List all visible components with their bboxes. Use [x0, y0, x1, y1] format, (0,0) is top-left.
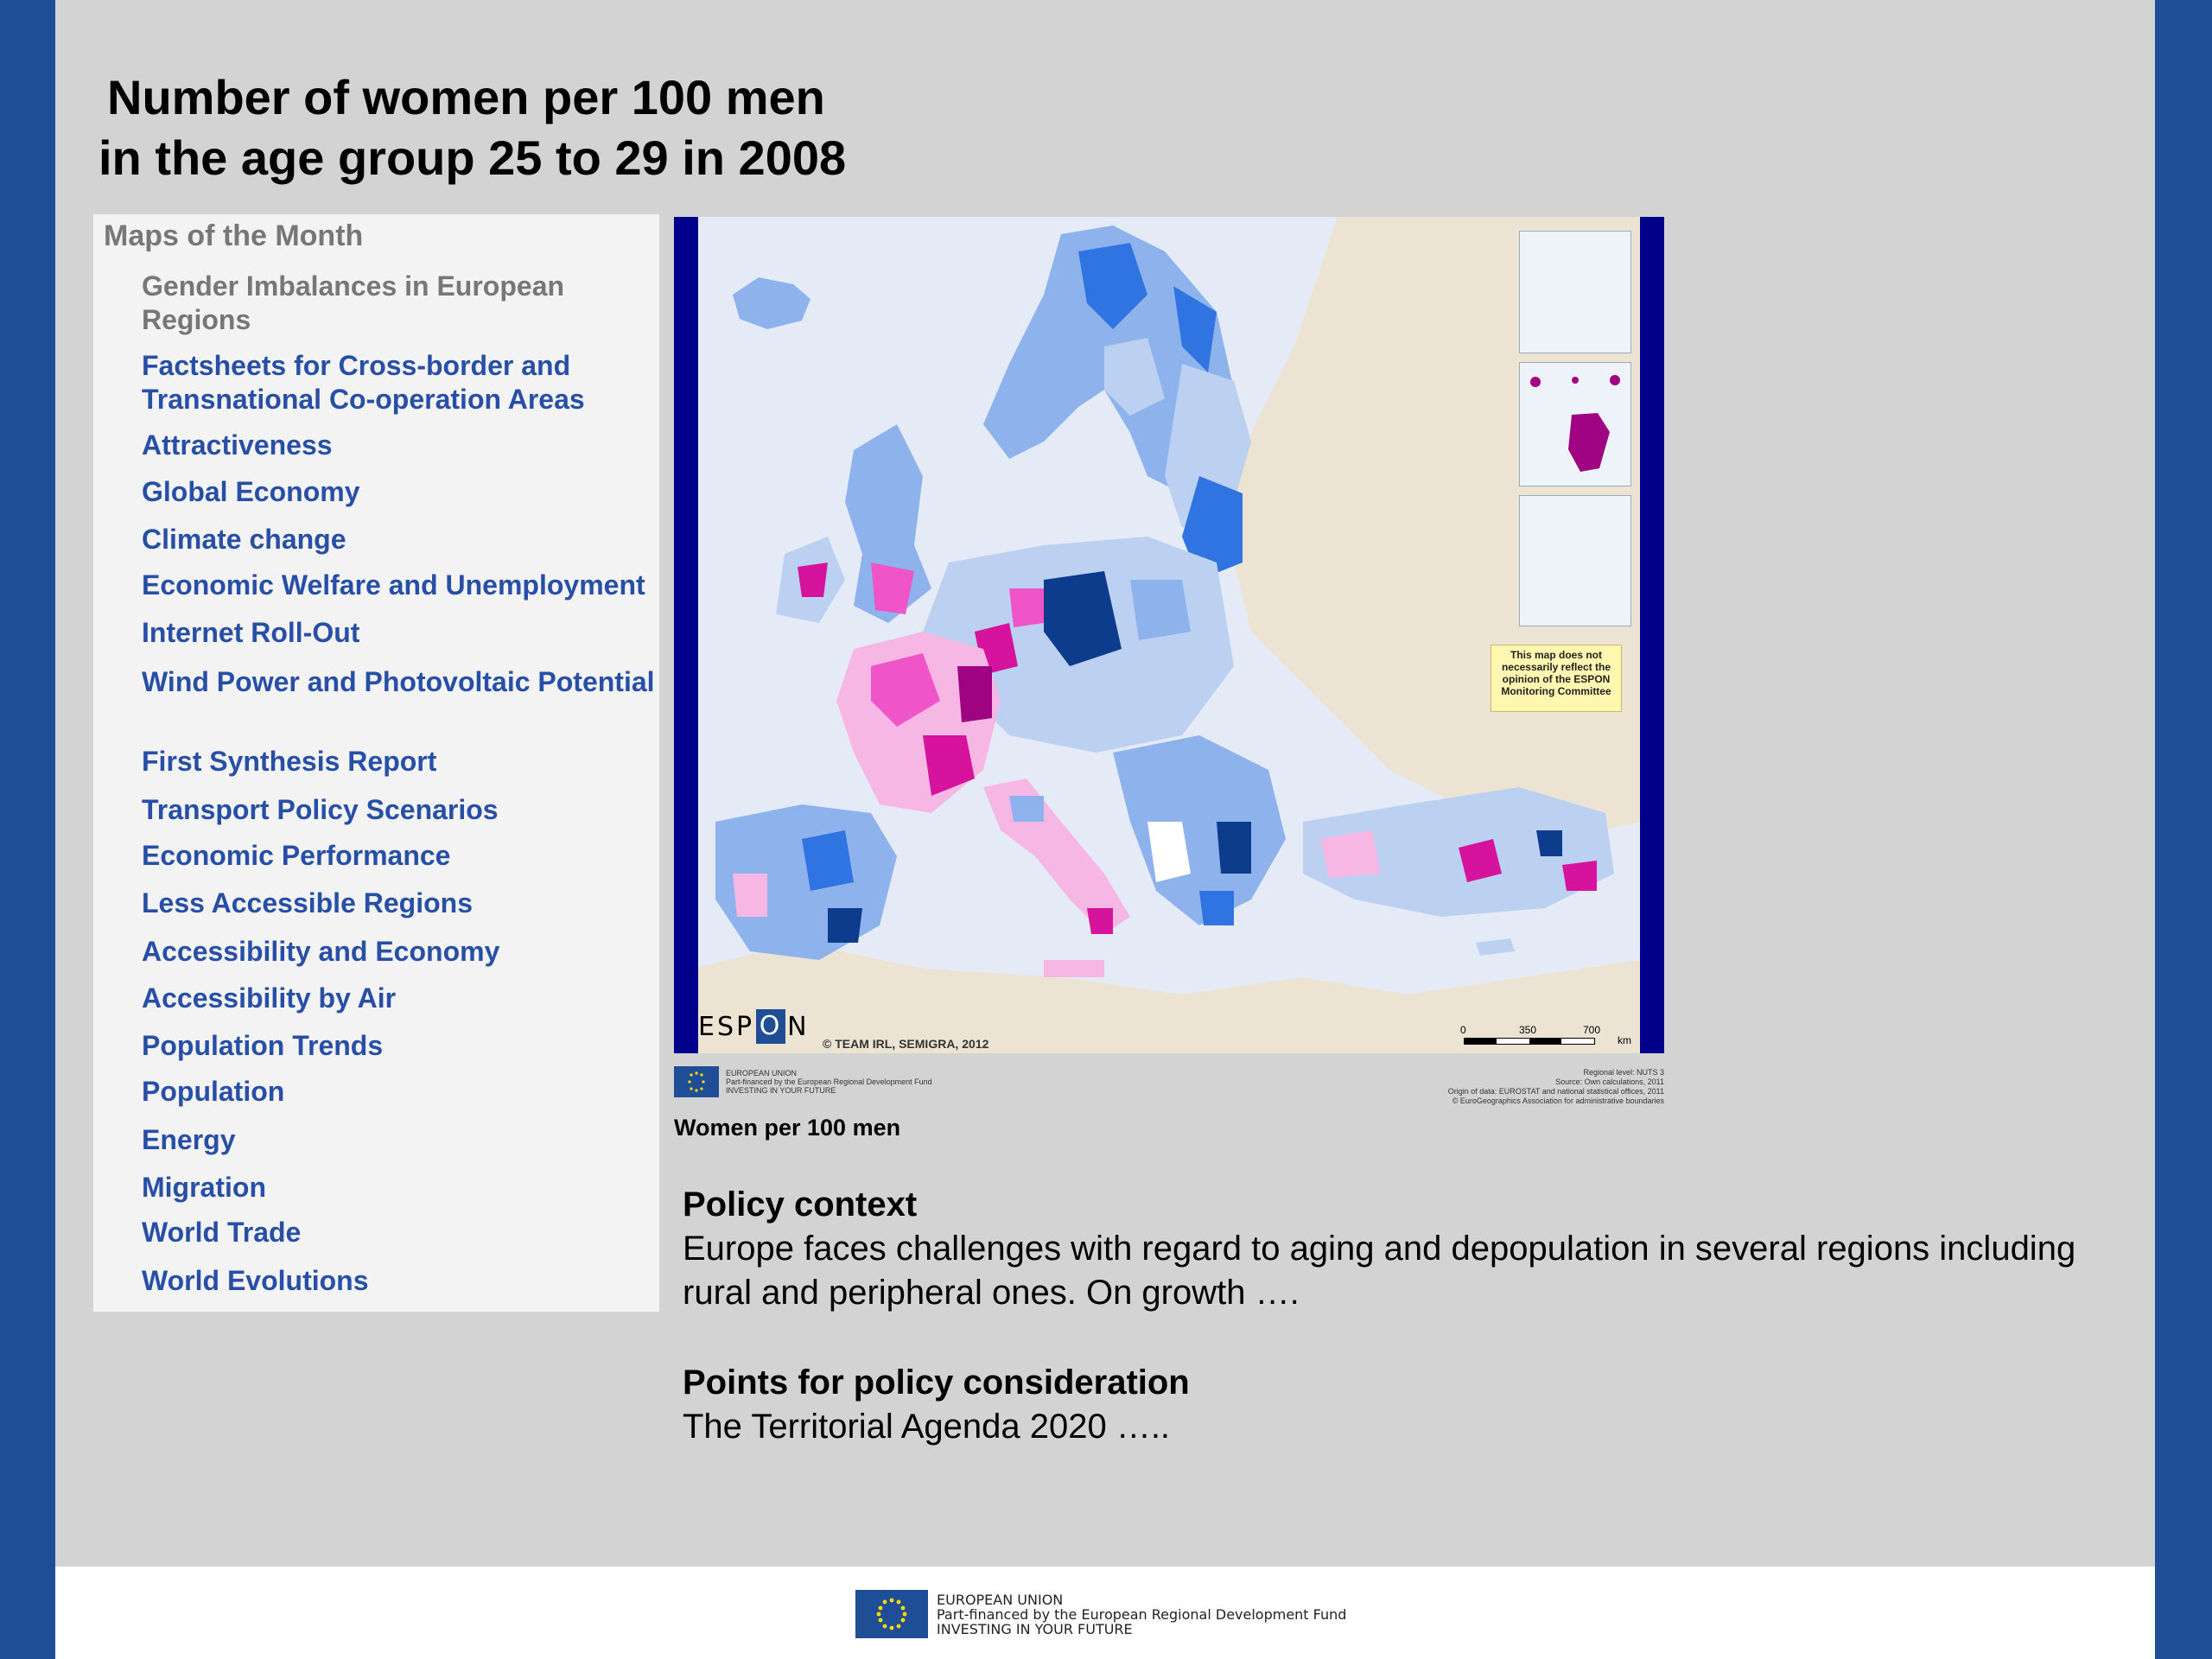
espon-logo: ESP O N [698, 1009, 810, 1044]
map-scale-bar: 0 350 700 km [1460, 1024, 1631, 1050]
footer-line-1: EUROPEAN UNION [937, 1591, 1064, 1608]
nav-item-gender-imbalances[interactable]: Gender Imbalances in European Regions [142, 270, 565, 335]
scale-max: 700 [1583, 1024, 1601, 1036]
eu-flag-icon [674, 1066, 719, 1097]
footer-line-3: INVESTING IN YOUR FUTURE [937, 1620, 1133, 1637]
map-source-line-2: Source: Own calculations, 2011 [1555, 1077, 1664, 1086]
nav-item-accessibility-economy[interactable]: Accessibility and Economy [142, 936, 500, 967]
nav-item-energy[interactable]: Energy [142, 1124, 236, 1155]
scale-mid: 350 [1519, 1024, 1537, 1036]
footer-line-2: Part-financed by the European Regional D… [937, 1605, 1347, 1623]
map-eu-credit-text: EUROPEAN UNION Part-financed by the Euro… [726, 1069, 932, 1095]
nav-item-less-accessible[interactable]: Less Accessible Regions [142, 887, 473, 918]
map-caption: Women per 100 men [674, 1115, 901, 1141]
map-source-line-4: © EuroGeographics Association for admini… [1452, 1096, 1664, 1105]
scale-unit: km [1618, 1034, 1631, 1046]
scale-line [1464, 1038, 1595, 1045]
nav-heading: Maps of the Month [104, 219, 364, 252]
map-source-line-3: Origin of data: EUROSTAT and national st… [1447, 1087, 1664, 1096]
espon-logo-left: ESP [698, 1011, 755, 1042]
policy-points-body: The Territorial Agenda 2020 ….. [683, 1408, 1171, 1446]
canarias-inset [1519, 231, 1631, 353]
nav-item-world-evolutions[interactable]: World Evolutions [142, 1265, 369, 1296]
espon-logo-right: N [787, 1011, 810, 1042]
map-copyright: © TEAM IRL, SEMIGRA, 2012 [823, 1037, 989, 1051]
nav-item-climate-change[interactable]: Climate change [142, 524, 346, 555]
map-disclaimer: This map does not necessarily reflect th… [1491, 645, 1622, 712]
page-title-line-2: in the age group 25 to 29 in 2008 [99, 130, 847, 185]
nav-item-economic-performance[interactable]: Economic Performance [142, 840, 451, 871]
policy-context-heading: Policy context [683, 1185, 918, 1224]
nav-item-wind-power[interactable]: Wind Power and Photovoltaic Potential [142, 666, 655, 697]
map-source-line-1: Regional level: NUTS 3 [1583, 1068, 1664, 1077]
europe-choropleth [698, 217, 1640, 1053]
espon-map [674, 217, 1664, 1053]
outermost-regions-inset [1519, 362, 1631, 486]
nav-item-first-synthesis-report[interactable]: First Synthesis Report [142, 746, 437, 777]
footer-eu-text: EUROPEAN UNION Part-financed by the Euro… [937, 1592, 1346, 1637]
page-title-line-1: Number of women per 100 men [107, 70, 825, 124]
map-eu-line-3: INVESTING IN YOUR FUTURE [726, 1086, 836, 1095]
nav-item-internet-roll-out[interactable]: Internet Roll-Out [142, 617, 360, 648]
map-eu-line-1: EUROPEAN UNION [726, 1069, 798, 1077]
scale-zero: 0 [1460, 1024, 1466, 1036]
policy-points-heading: Points for policy consideration [683, 1363, 1190, 1402]
nav-item-population-trends[interactable]: Population Trends [142, 1030, 384, 1061]
madeira-azores-inset [1519, 495, 1631, 626]
page-title: Number of women per 100 men in the age g… [99, 67, 1049, 188]
footer-band [55, 1567, 2155, 1659]
nav-item-accessibility-air[interactable]: Accessibility by Air [142, 982, 397, 1014]
nav-item-world-trade[interactable]: World Trade [142, 1217, 302, 1248]
footer-eu-logo: EUROPEAN UNION Part-financed by the Euro… [855, 1590, 1346, 1638]
map-source-credits: Regional level: NUTS 3 Source: Own calcu… [1348, 1068, 1664, 1106]
nav-item-attractiveness[interactable]: Attractiveness [142, 429, 333, 461]
map-eu-credit: EUROPEAN UNION Part-financed by the Euro… [674, 1066, 932, 1097]
espon-logo-o: O [756, 1009, 786, 1044]
nav-item-population[interactable]: Population [142, 1076, 285, 1107]
nav-item-factsheets[interactable]: Factsheets for Cross-border and Transnat… [142, 350, 585, 415]
nav-item-migration[interactable]: Migration [142, 1172, 266, 1203]
policy-context-body: Europe faces challenges with regard to a… [683, 1230, 2076, 1312]
right-frame-bar [2155, 0, 2212, 1659]
eu-flag-icon [855, 1590, 928, 1638]
maps-of-the-month-panel: Maps of the Month Gender Imbalances in E… [93, 214, 659, 1312]
map-area [698, 217, 1640, 1053]
map-eu-line-2: Part-financed by the European Regional D… [726, 1077, 932, 1086]
nav-item-transport-policy[interactable]: Transport Policy Scenarios [142, 794, 499, 825]
nav-item-global-economy[interactable]: Global Economy [142, 476, 360, 507]
nav-item-economic-welfare[interactable]: Economic Welfare and Unemployment [142, 569, 645, 601]
left-frame-bar [0, 0, 55, 1659]
